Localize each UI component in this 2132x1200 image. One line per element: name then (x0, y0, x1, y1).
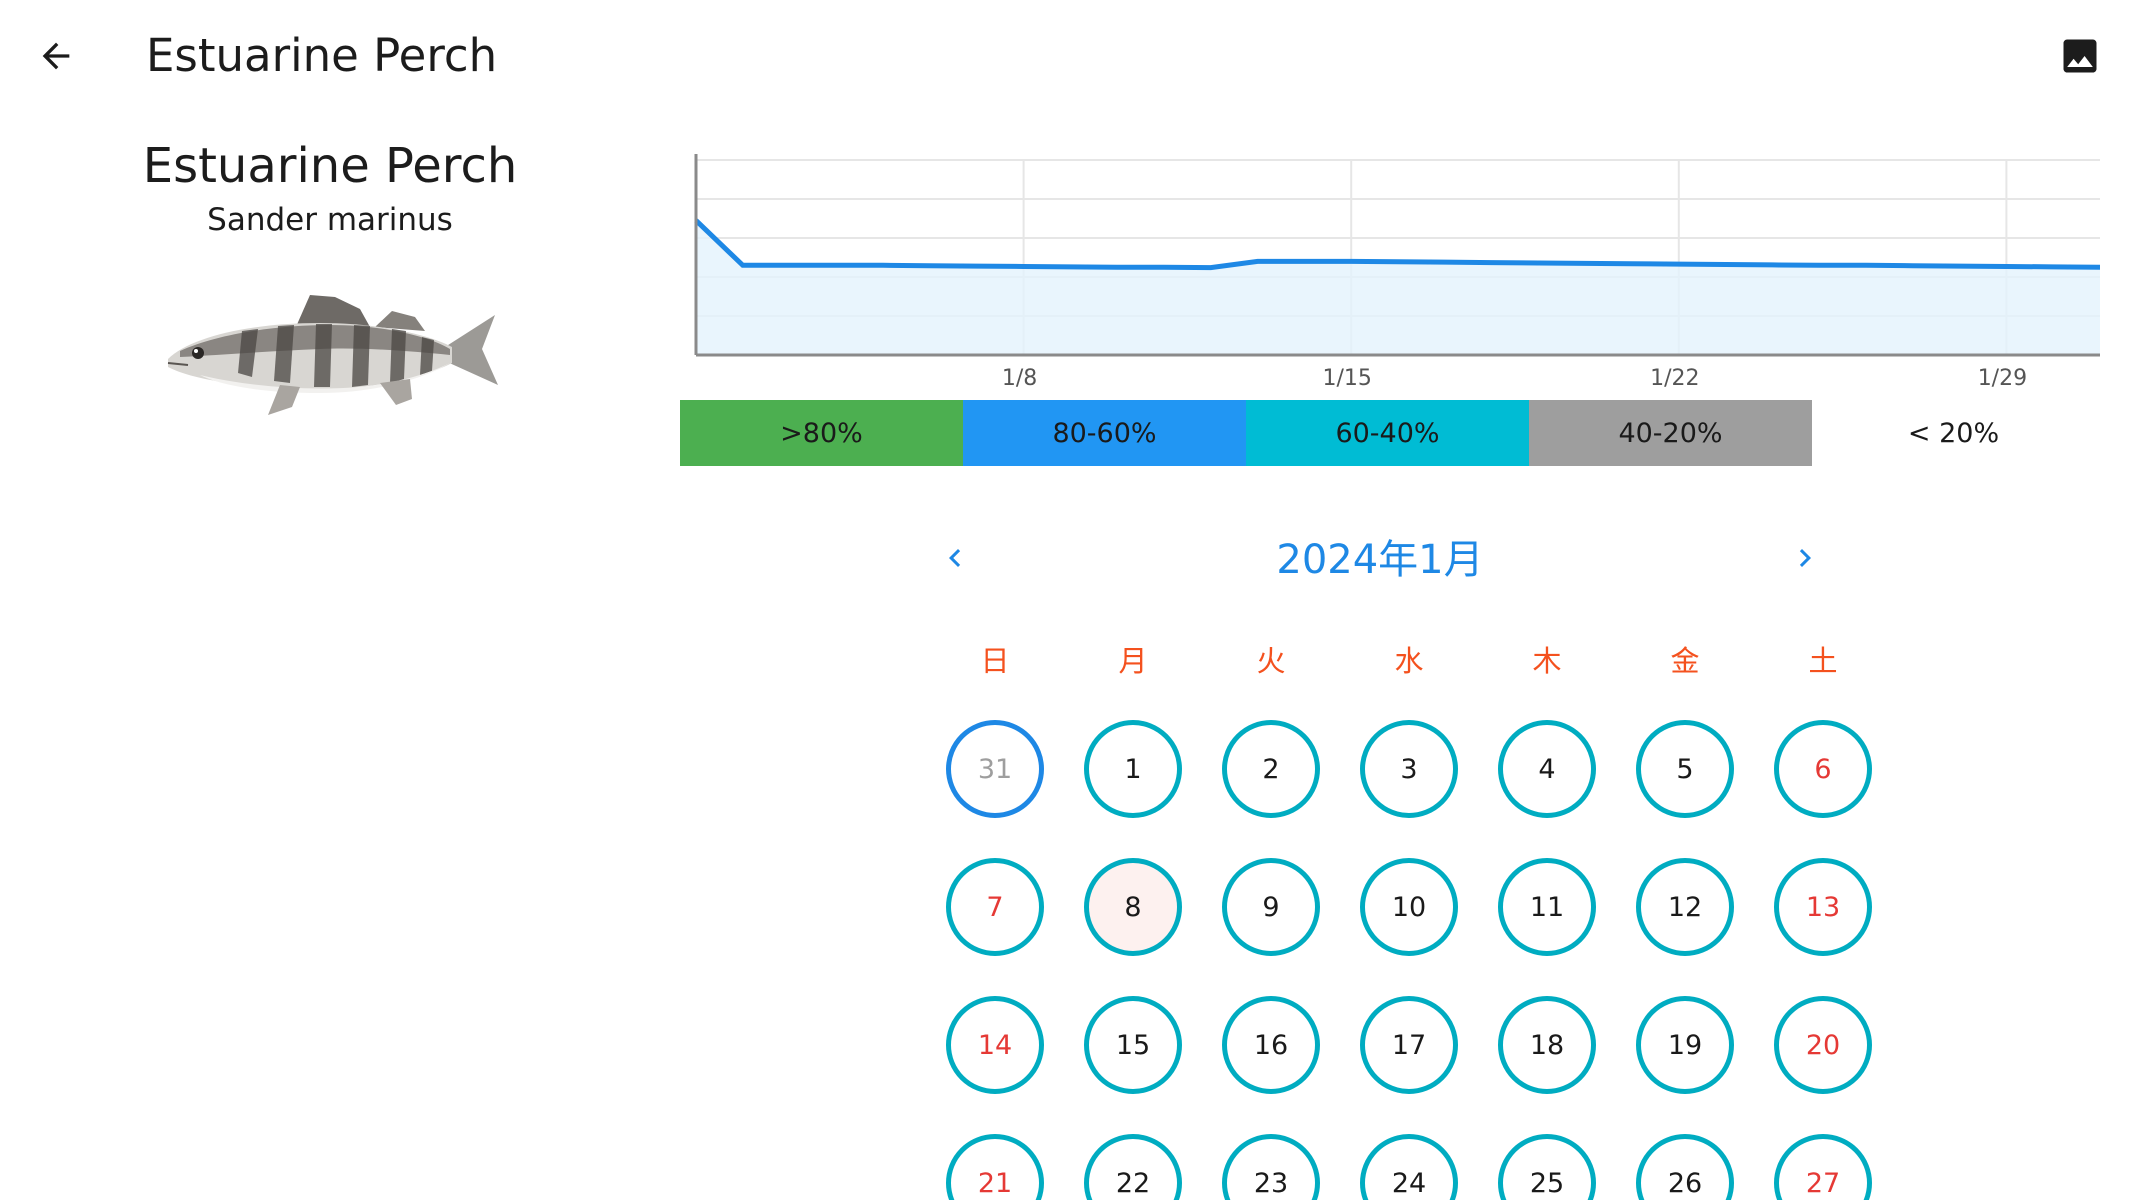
calendar-day-button[interactable]: 20 (1774, 996, 1872, 1094)
calendar-day-cell: 11 (1478, 838, 1616, 976)
calendar-day-cell: 17 (1340, 976, 1478, 1114)
chart-tick-label: 1/8 (1002, 366, 1037, 391)
next-month-button[interactable] (1780, 533, 1830, 583)
calendar-day-cell: 12 (1616, 838, 1754, 976)
calendar-day-cell: 22 (1064, 1114, 1202, 1200)
previous-month-button[interactable] (930, 533, 980, 583)
calendar-day-button[interactable]: 21 (946, 1134, 1044, 1200)
image-button[interactable] (2052, 28, 2108, 84)
weekday-label: 木 (1532, 644, 1562, 678)
weekday-label: 金 (1670, 644, 1700, 678)
calendar-day-button[interactable]: 17 (1360, 996, 1458, 1094)
legend-item: < 20% (1812, 400, 2095, 466)
calendar-day-cell: 3 (1340, 700, 1478, 838)
calendar-day-cell: 20 (1754, 976, 1892, 1114)
calendar-day-cell: 7 (926, 838, 1064, 976)
fish-scientific-name: Sander marinus (207, 202, 453, 238)
weekday-label: 火 (1256, 644, 1286, 678)
image-icon (2063, 39, 2097, 73)
calendar-day-button[interactable]: 27 (1774, 1134, 1872, 1200)
calendar-day-cell: 27 (1754, 1114, 1892, 1200)
arrow-left-icon (42, 42, 70, 70)
calendar-month-title: 2024年1月 (1276, 537, 1484, 583)
calendar-day-cell: 10 (1340, 838, 1478, 976)
calendar-day-cell: 4 (1478, 700, 1616, 838)
calendar-day-button[interactable]: 10 (1360, 858, 1458, 956)
calendar-day-button[interactable]: 13 (1774, 858, 1872, 956)
calendar-day-cell: 5 (1616, 700, 1754, 838)
fish-name: Estuarine Perch (142, 138, 518, 194)
calendar-day-button[interactable]: 18 (1498, 996, 1596, 1094)
legend-item: 60-40% (1246, 400, 1529, 466)
calendar-day-button[interactable]: 6 (1774, 720, 1872, 818)
calendar-day-cell: 6 (1754, 700, 1892, 838)
calendar-day-button[interactable]: 25 (1498, 1134, 1596, 1200)
calendar-day-cell: 23 (1202, 1114, 1340, 1200)
legend-item: >80% (680, 400, 963, 466)
calendar-day-button[interactable]: 24 (1360, 1134, 1458, 1200)
calendar-day-button[interactable]: 8 (1084, 858, 1182, 956)
calendar-day-button[interactable]: 4 (1498, 720, 1596, 818)
calendar-day-button[interactable]: 26 (1636, 1134, 1734, 1200)
calendar-day-cell: 13 (1754, 838, 1892, 976)
chart-tick-label: 1/29 (1978, 366, 2027, 391)
calendar-day-button[interactable]: 1 (1084, 720, 1182, 818)
calendar-day-cell: 21 (926, 1114, 1064, 1200)
calendar-day-button[interactable]: 11 (1498, 858, 1596, 956)
chart-tick-label: 1/15 (1322, 366, 1371, 391)
calendar-day-cell: 1 (1064, 700, 1202, 838)
calendar-grid: 31 1 2 3 4 5 6 7 8 9 10 11 12 13 14 15 16 17 18 19 20 21 22 23 2… (926, 700, 1892, 1200)
calendar-day-cell: 31 (926, 700, 1064, 838)
app-bar: Estuarine Perch (0, 0, 2132, 112)
legend-item: 80-60% (963, 400, 1246, 466)
calendar-day-cell: 8 (1064, 838, 1202, 976)
chart-series-line (694, 218, 2100, 271)
calendar-day-cell: 24 (1340, 1114, 1478, 1200)
chevron-right-icon (1799, 549, 1811, 567)
calendar-day-button[interactable]: 5 (1636, 720, 1734, 818)
app-title: Estuarine Perch (146, 29, 498, 82)
calendar-day-button[interactable]: 22 (1084, 1134, 1182, 1200)
legend-item: 40-20% (1529, 400, 1812, 466)
catch-probability-chart: 1/8 1/15 1/22 1/29 (694, 154, 2100, 391)
weekday-label: 日 (980, 644, 1010, 678)
chart-tick-label: 1/22 (1650, 366, 1699, 391)
calendar-day-button[interactable]: 2 (1222, 720, 1320, 818)
chevron-left-icon (949, 549, 961, 567)
calendar-day-button[interactable]: 12 (1636, 858, 1734, 956)
calendar-day-cell: 16 (1202, 976, 1340, 1114)
calendar-day-cell: 15 (1064, 976, 1202, 1114)
weekday-row: 日月火水木金土 (926, 638, 1892, 680)
calendar-day-button[interactable]: 14 (946, 996, 1044, 1094)
calendar-day-button[interactable]: 23 (1222, 1134, 1320, 1200)
calendar-day-cell: 19 (1616, 976, 1754, 1114)
chart-area-fill (696, 220, 2100, 355)
fish-image (167, 295, 498, 415)
back-button[interactable] (26, 26, 86, 86)
calendar-day-button[interactable]: 9 (1222, 858, 1320, 956)
weekday-label: 土 (1808, 644, 1838, 678)
weekday-label: 水 (1394, 644, 1424, 678)
calendar-day-button[interactable]: 7 (946, 858, 1044, 956)
calendar-day-cell: 18 (1478, 976, 1616, 1114)
calendar-header: 2024年1月 (930, 525, 1830, 595)
calendar-day-cell: 9 (1202, 838, 1340, 976)
calendar-day-cell: 14 (926, 976, 1064, 1114)
calendar-day-cell: 25 (1478, 1114, 1616, 1200)
calendar-day-button[interactable]: 15 (1084, 996, 1182, 1094)
calendar-day-button[interactable]: 31 (946, 720, 1044, 818)
probability-legend: >80% 80-60% 60-40% 40-20% < 20% (680, 400, 2095, 466)
calendar-day-button[interactable]: 16 (1222, 996, 1320, 1094)
calendar-day-cell: 2 (1202, 700, 1340, 838)
calendar-day-cell: 26 (1616, 1114, 1754, 1200)
calendar-day-button[interactable]: 19 (1636, 996, 1734, 1094)
weekday-label: 月 (1118, 644, 1148, 678)
calendar-day-button[interactable]: 3 (1360, 720, 1458, 818)
